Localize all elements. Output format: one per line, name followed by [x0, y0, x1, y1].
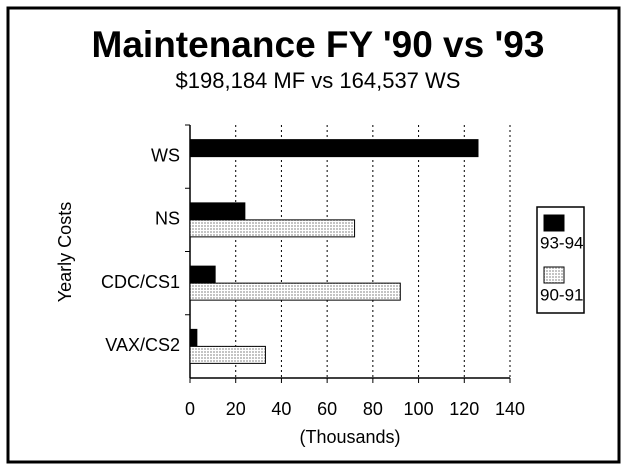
- x-tick-label: 0: [185, 399, 195, 419]
- y-axis-label: Yearly Costs: [55, 202, 75, 302]
- bar: [189, 139, 479, 158]
- x-tick-label: 20: [226, 399, 246, 419]
- chart-subtitle: $198,184 MF vs 164,537 WS: [176, 68, 461, 93]
- legend-swatch: [543, 214, 565, 232]
- x-tick-label: 120: [449, 399, 479, 419]
- chart-title: Maintenance FY '90 vs '93: [92, 24, 545, 65]
- bar: [189, 202, 246, 221]
- x-tick-label: 80: [363, 399, 383, 419]
- x-tick-label: 40: [271, 399, 291, 419]
- bar: [189, 345, 266, 364]
- legend-label: 90-91: [540, 285, 583, 304]
- x-tick-label: 60: [317, 399, 337, 419]
- y-tick-label: CDC/CS1: [101, 272, 180, 292]
- x-tick-label: 100: [404, 399, 434, 419]
- bar: [189, 219, 356, 238]
- bar: [189, 265, 216, 284]
- frame: [6, 6, 621, 464]
- x-axis-label: (Thousands): [299, 427, 400, 447]
- legend-swatch: [543, 266, 565, 284]
- y-tick-label: WS: [151, 145, 180, 165]
- legend-label: 93-94: [540, 233, 583, 252]
- bar: [189, 282, 401, 301]
- y-tick-label: NS: [155, 209, 180, 229]
- bar: [189, 328, 198, 347]
- x-tick-label: 140: [495, 399, 525, 419]
- y-tick-label: VAX/CS2: [105, 335, 180, 355]
